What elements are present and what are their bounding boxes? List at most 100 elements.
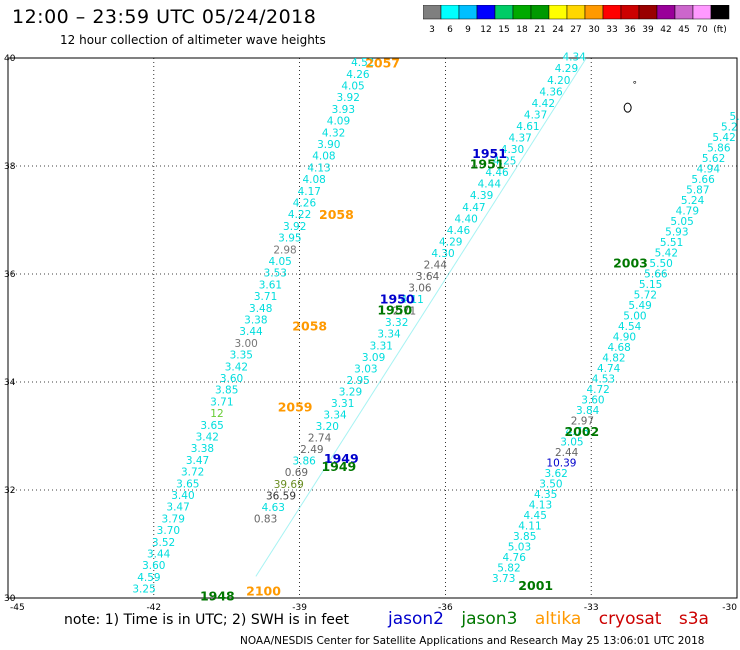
swh-value: 3.47	[166, 502, 189, 514]
swh-value: 4.72	[586, 384, 609, 396]
swh-value: 5.72	[634, 289, 657, 301]
legend-cryosat: cryosat	[598, 609, 662, 629]
colorbar-label: 6	[447, 25, 453, 35]
swh-value: 3.35	[230, 350, 253, 362]
credit-line: NOAA/NESDIS Center for Satellite Applica…	[240, 635, 705, 647]
swh-value: 3.60	[142, 560, 165, 572]
swh-value: 4.94	[697, 164, 721, 176]
lat-tick-label: 36	[4, 270, 16, 280]
swh-value: 5.50	[649, 258, 672, 270]
swh-value: 3.05	[560, 436, 583, 448]
swh-value: 3.71	[210, 396, 233, 408]
swh-value: 2.97	[571, 415, 594, 427]
pass-time-label: 2058	[319, 207, 354, 222]
swh-value: 2.71	[393, 306, 416, 318]
swh-value: 3.38	[191, 443, 214, 455]
colorbar-label: 12	[480, 25, 491, 35]
swh-value: 5.86	[707, 143, 731, 155]
swh-value: 4.29	[439, 236, 462, 248]
swh-value: 5.24	[681, 195, 705, 207]
swh-value: 4.25	[493, 156, 516, 168]
colorbar-label: 36	[624, 25, 636, 35]
swh-value: 3.29	[339, 386, 362, 398]
swh-value: 4.74	[597, 363, 621, 375]
colorbar-label: 39	[642, 25, 654, 35]
pass-time-label: 2100	[246, 583, 281, 598]
swh-value: 3.60	[220, 373, 243, 385]
swh-value: 5.03	[508, 541, 531, 553]
swh-value: 3.92	[283, 221, 306, 233]
swh-value: 0.83	[254, 513, 277, 525]
pass-time-label: 2001	[518, 578, 553, 593]
swh-value: 3.40	[171, 490, 194, 502]
swh-value: 4.79	[676, 206, 699, 218]
swh-value: 2.74	[308, 433, 332, 445]
colorbar-label: 45	[678, 25, 689, 35]
swh-value: 3.65	[176, 478, 199, 490]
satellite-legend: jason2 jason3 altika cryosat s3a	[388, 609, 709, 629]
swh-value: 5.66	[644, 268, 668, 280]
swh-value: 2.95	[346, 375, 369, 387]
swh-value: 3.50	[539, 478, 562, 490]
swh-value: 5.49	[628, 300, 651, 312]
swh-value: 4.13	[529, 499, 552, 511]
swh-value: 4.42	[532, 98, 555, 110]
swh-value: 3.31	[331, 398, 354, 410]
swh-value: 3.42	[225, 361, 248, 373]
pass-time-label: 1951	[472, 146, 507, 161]
legend-jason2: jason2	[388, 609, 444, 629]
pass-time-label: 1948	[200, 589, 235, 604]
colorbar-label: 27	[570, 25, 581, 35]
swh-value: 4.05	[341, 81, 364, 93]
swh-value: 5.87	[686, 185, 709, 197]
lon-tick-label: -39	[292, 603, 307, 613]
swh-value: 4.30	[431, 248, 454, 260]
pass-time-label: 1949	[324, 451, 359, 466]
lat-tick-label: 32	[4, 486, 15, 496]
colorbar-label: 30	[588, 25, 600, 35]
swh-value: 5.66	[691, 174, 715, 186]
map-frame	[7, 57, 738, 599]
swh-value: 3.00	[234, 338, 257, 350]
swh-value: 0.69	[285, 467, 308, 479]
swh-value: 4.08	[312, 151, 335, 163]
swh-value: 4.09	[327, 116, 350, 128]
swh-value: 3.03	[354, 363, 377, 375]
swh-value: 4.36	[539, 86, 563, 98]
swh-value: 3.47	[186, 455, 209, 467]
swh-value: 4.37	[508, 132, 531, 144]
swh-value: 4.53	[592, 373, 615, 385]
swh-value: 4.39	[470, 190, 493, 202]
pass-time-label: 1949	[321, 459, 356, 474]
swh-value: 5.00	[623, 310, 646, 322]
swh-value: 3.70	[157, 525, 180, 537]
colorbar-label: 15	[498, 25, 509, 35]
swh-value: 3.72	[181, 467, 204, 479]
colorbar-label: 24	[552, 25, 564, 35]
swh-value: 4.29	[555, 63, 578, 75]
colorbar-swatch	[710, 5, 730, 20]
swh-value: 2.44	[555, 447, 579, 459]
legend-s3a: s3a	[678, 609, 709, 629]
swh-value: 3.73	[492, 573, 515, 585]
swh-value: 3.79	[162, 513, 185, 525]
swh-value: 3.52	[152, 537, 175, 549]
swh-value: 5.93	[665, 227, 688, 239]
island-outline	[623, 102, 632, 113]
swh-value: 4.17	[298, 186, 321, 198]
colorbar-label: 42	[660, 25, 671, 35]
swh-value: 4.90	[613, 331, 636, 343]
legend-altika: altika	[534, 609, 582, 629]
swh-value: 3.48	[249, 303, 272, 315]
color-scale-bar: 3 6 9 12 15 18 21 24 27 30 33 36 39 42 45 70 (ft)	[423, 5, 730, 35]
swh-value: 4.35	[534, 489, 557, 501]
swh-value: 4.08	[302, 174, 325, 186]
swh-value: 3.09	[362, 352, 385, 364]
colorbar-label: 33	[606, 25, 617, 35]
swh-value: 3.71	[254, 291, 277, 303]
pass-time-label: 1951	[470, 157, 505, 172]
swh-value: 3.06	[408, 283, 432, 295]
swh-value: 3.62	[544, 468, 567, 480]
pass-time-label: 2058	[292, 319, 327, 334]
swh-value: 4.54	[618, 321, 642, 333]
